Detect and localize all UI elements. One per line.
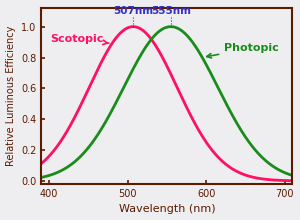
Text: 555nm: 555nm: [151, 6, 191, 16]
Text: 507nm: 507nm: [113, 6, 153, 16]
X-axis label: Wavelength (nm): Wavelength (nm): [118, 204, 215, 214]
Text: Scotopic: Scotopic: [50, 34, 109, 45]
Y-axis label: Relative Luminous Efficiency: Relative Luminous Efficiency: [6, 26, 16, 166]
Text: Photopic: Photopic: [207, 43, 279, 58]
